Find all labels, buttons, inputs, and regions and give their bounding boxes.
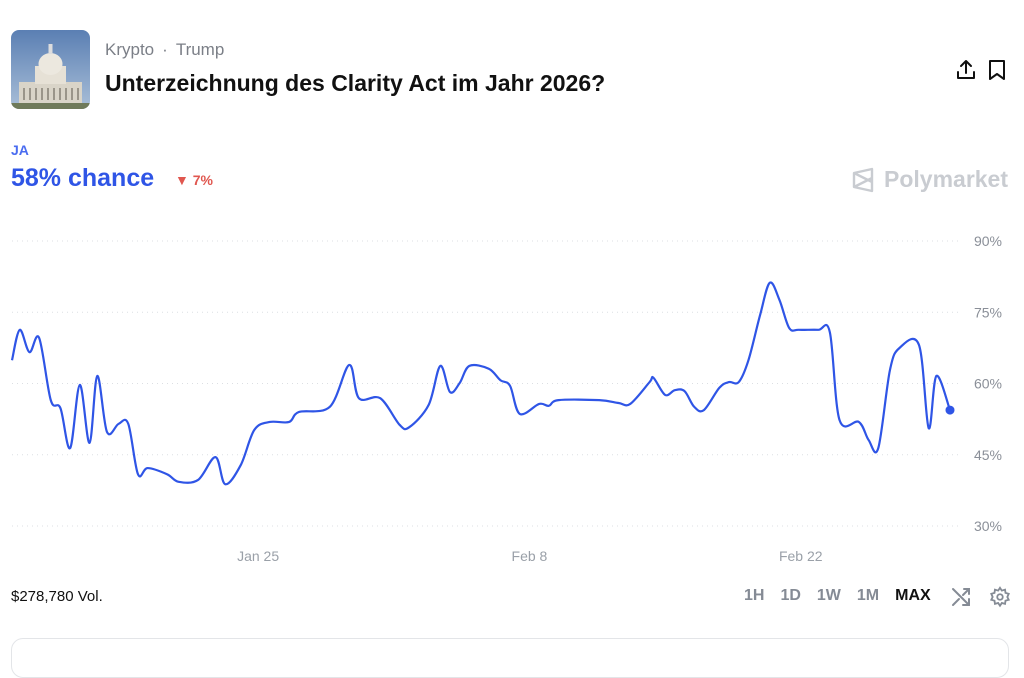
market-title: Unterzeichnung des Clarity Act im Jahr 2… (105, 70, 606, 96)
change-badge: ▼ 7% (175, 172, 213, 188)
x-tick-label: Feb 8 (512, 548, 548, 564)
range-1m[interactable]: 1M (856, 587, 880, 604)
y-tick-label: 30% (974, 518, 1002, 534)
range-1h[interactable]: 1H (744, 587, 765, 604)
price-chart[interactable]: 90% 75% 60% 45% 30% Jan 25 Feb 8 Feb 22 (0, 225, 1024, 575)
range-max[interactable]: MAX (895, 587, 931, 604)
next-card (11, 638, 1009, 678)
series-line (10, 281, 952, 486)
range-selector: 1H 1D 1W 1M MAX (736, 587, 939, 605)
x-tick-label: Feb 22 (779, 548, 823, 564)
polymarket-logo: Polymarket (850, 166, 1008, 193)
breadcrumb: Krypto · Trump (105, 40, 224, 60)
brand-name: Polymarket (884, 166, 1009, 192)
tag-link[interactable]: Trump (175, 40, 225, 59)
range-1d[interactable]: 1D (780, 587, 801, 604)
share-icon[interactable] (955, 58, 977, 82)
category-link[interactable]: Krypto (105, 40, 155, 59)
y-tick-label: 75% (974, 304, 1002, 320)
volume: $278,780 Vol. (11, 588, 103, 605)
separator: · (162, 40, 168, 59)
chance-value: 58% chance (11, 164, 155, 192)
x-tick-label: Jan 25 (237, 548, 279, 564)
range-1w[interactable]: 1W (816, 587, 841, 604)
y-tick-label: 90% (974, 233, 1002, 249)
change-value: 7% (192, 172, 213, 188)
down-triangle-icon: ▼ (175, 172, 189, 188)
shuffle-icon[interactable] (950, 586, 972, 608)
market-image (11, 30, 90, 109)
settings-gear-icon[interactable] (989, 586, 1011, 608)
last-point-marker (945, 405, 955, 415)
y-tick-label: 60% (974, 376, 1002, 392)
outcome-label: JA (11, 142, 29, 158)
y-tick-label: 45% (974, 447, 1002, 463)
bookmark-icon[interactable] (987, 58, 1009, 82)
